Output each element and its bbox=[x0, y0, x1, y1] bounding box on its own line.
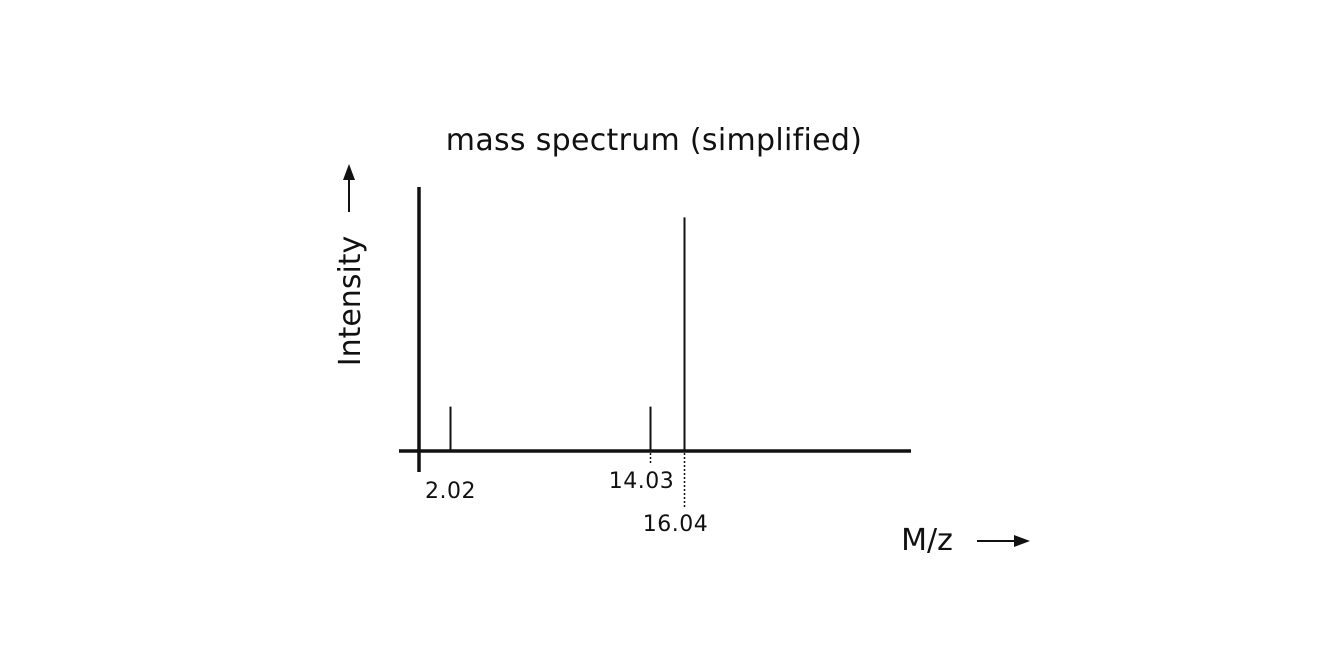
x-axis-label: M/z bbox=[901, 523, 953, 558]
peaks-layer: 2.02 14.03 16.04 bbox=[425, 217, 708, 537]
x-axis-arrow-head bbox=[1014, 535, 1030, 547]
y-axis-label-group: Intensity bbox=[333, 164, 368, 366]
x-axis-label-group: M/z bbox=[901, 523, 1030, 558]
peak-label: 14.03 bbox=[609, 469, 674, 494]
chart-title: mass spectrum (simplified) bbox=[446, 123, 862, 158]
y-axis-arrow-head bbox=[343, 164, 355, 180]
peak-label: 2.02 bbox=[425, 479, 476, 504]
peak-label: 16.04 bbox=[643, 512, 708, 537]
y-axis-label: Intensity bbox=[333, 236, 368, 367]
